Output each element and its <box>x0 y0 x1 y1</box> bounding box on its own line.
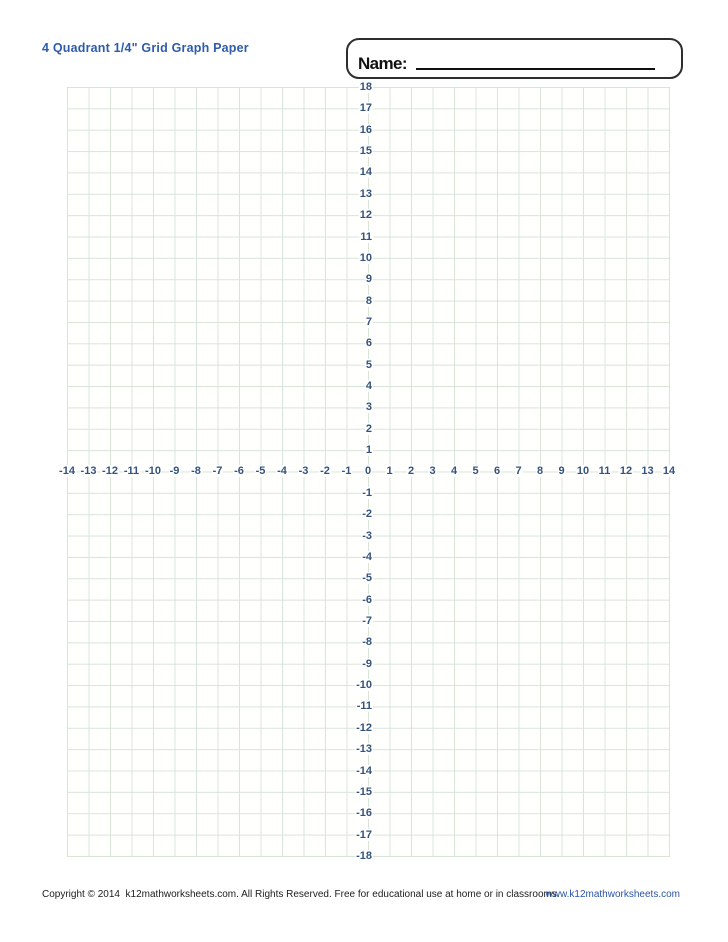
website-link[interactable]: www.k12mathworksheets.com <box>545 889 681 900</box>
name-box: Name: <box>346 38 683 79</box>
name-label: Name: <box>358 54 408 73</box>
graph-grid <box>67 87 670 857</box>
copyright-text: Copyright © 2014 k12mathworksheets.com. … <box>42 889 560 900</box>
page-title: 4 Quadrant 1/4" Grid Graph Paper <box>42 41 249 55</box>
name-write-line <box>415 68 655 70</box>
